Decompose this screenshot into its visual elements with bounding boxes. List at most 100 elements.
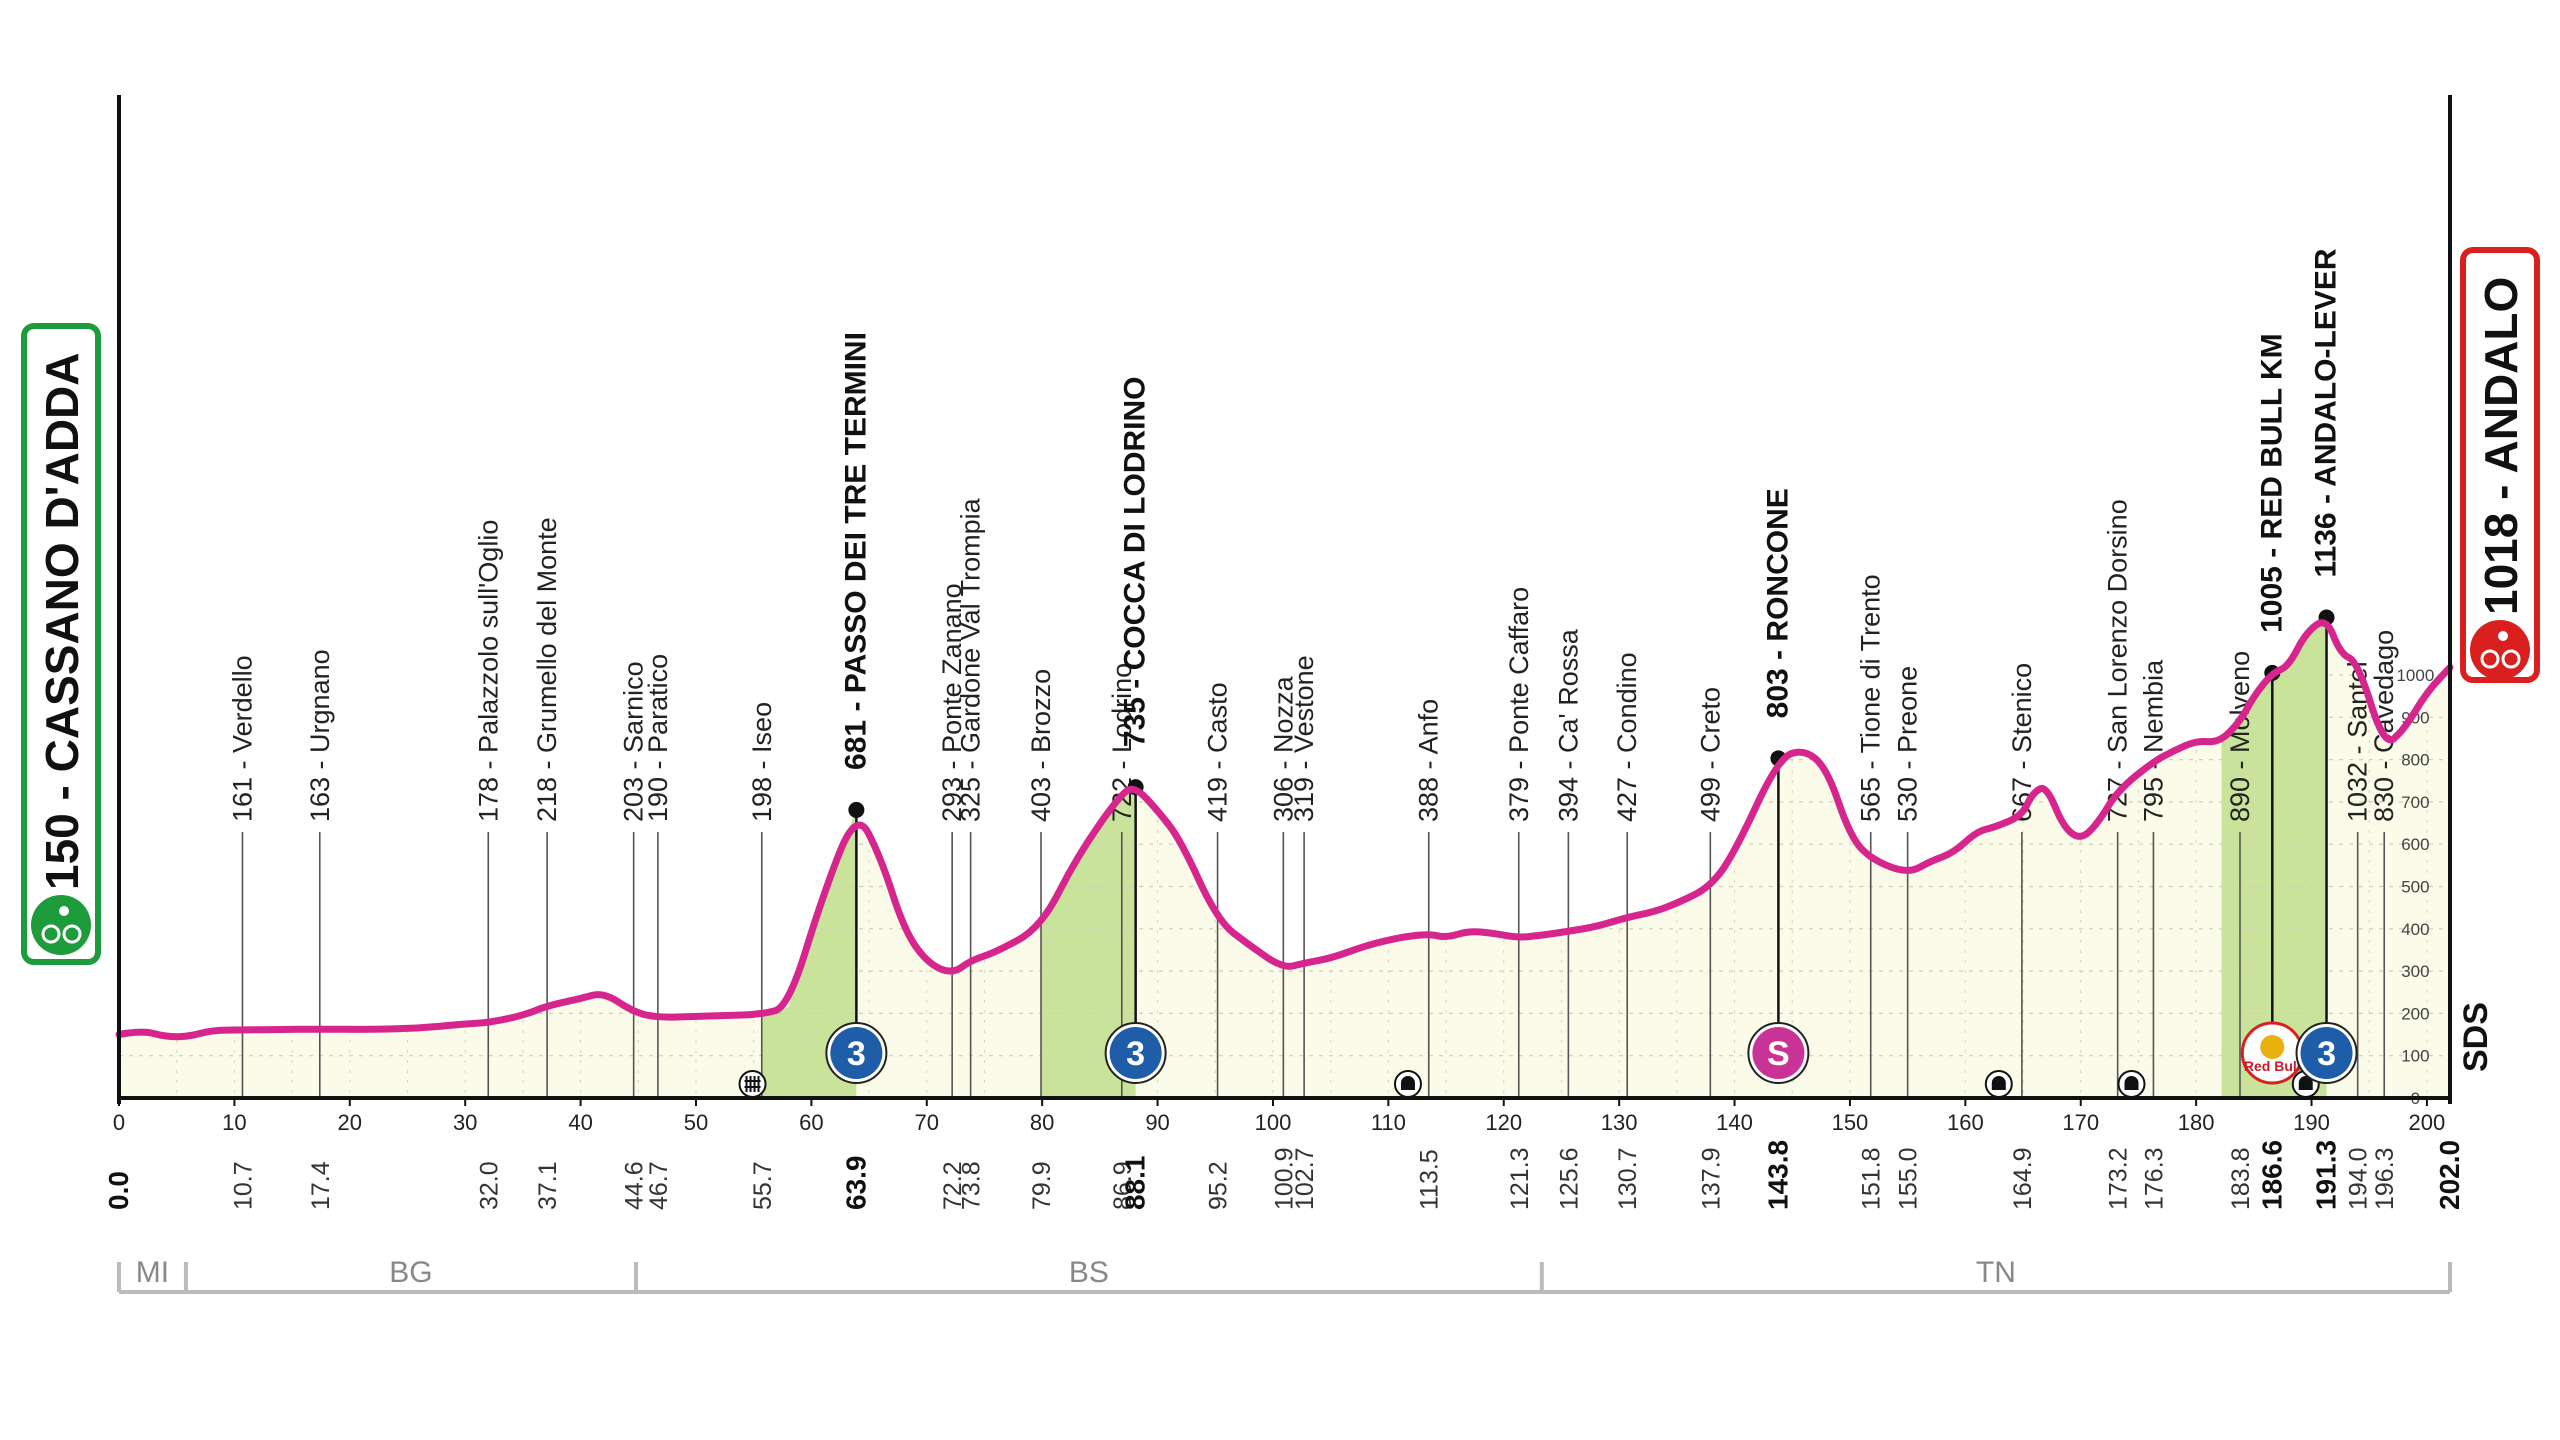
waypoint-separator: -	[1504, 753, 1534, 777]
waypoint-label: 319 - Vestone	[1289, 655, 1319, 822]
x-tick-label: 150	[1832, 1110, 1869, 1135]
waypoint-name: Condino	[1612, 652, 1642, 753]
waypoint-name: Urgnano	[305, 649, 335, 753]
km-label: 86.9	[1109, 1161, 1137, 1210]
x-tick-label: 130	[1601, 1110, 1638, 1135]
x-tick-label: 110	[1371, 1110, 1406, 1135]
km-label: 46.7	[645, 1161, 673, 1210]
waypoint-separator: -	[1612, 753, 1642, 777]
wheel-icon	[62, 924, 82, 944]
km-label: 88.1	[1120, 1156, 1151, 1211]
waypoint-separator: -	[1761, 642, 1794, 669]
tunnel-icon	[2117, 1070, 2146, 1098]
waypoint-name: Paratico	[643, 654, 673, 753]
waypoint-altitude: 190	[643, 777, 673, 822]
tunnel-shape	[2298, 1076, 2313, 1090]
cyclist-icon	[31, 895, 91, 955]
waypoint-label: 178 - Palazzolo sull'Oglio	[473, 520, 503, 822]
km-label: 121.3	[1506, 1147, 1534, 1210]
waypoint-name: Nozza	[1268, 675, 1298, 753]
kom-badge: 3	[2295, 1022, 2358, 1084]
x-tick-label: 200	[2409, 1110, 2446, 1135]
waypoint-name: Brozzo	[1026, 669, 1056, 753]
climb-areas	[761, 617, 2327, 1098]
x-tick-label: 120	[1485, 1110, 1522, 1135]
province-label: BG	[389, 1256, 432, 1289]
km-label: 164.9	[2009, 1147, 2037, 1210]
waypoint-label: 163 - Urgnano	[305, 649, 335, 822]
km-label: 137.9	[1697, 1147, 1725, 1210]
waypoint-name: ANDALO-LEVER	[2310, 248, 2343, 487]
waypoint-name: PASSO DEI TRE TERMINI	[839, 332, 872, 693]
km-label: 173.2	[2105, 1147, 2133, 1210]
waypoint-name: Iseo	[747, 702, 777, 753]
x-tick-label: 90	[1145, 1110, 1169, 1135]
km-label: 186.6	[2256, 1140, 2287, 1210]
wheel-icon	[41, 924, 61, 944]
km-labels: 0.0 10.7 17.4 32.0 37.1 44.646.7 55.7 63.9 72.27…	[103, 1140, 2465, 1210]
km-label: 202.0	[2434, 1140, 2465, 1210]
start-box	[21, 323, 101, 965]
x-tick-label: 50	[684, 1110, 708, 1135]
km-label: 102.7	[1291, 1147, 1319, 1210]
x-tick-label: 60	[799, 1110, 823, 1135]
x-tick-label: 100	[1255, 1110, 1292, 1135]
tunnel-icon	[1393, 1070, 1422, 1098]
waypoint-name: Stenico	[2007, 663, 2037, 753]
waypoint-label: 218 - Grumello del Monte	[532, 517, 562, 822]
altitude-tick-label: 400	[2401, 920, 2429, 939]
waypoint-name: Grumello del Monte	[532, 517, 562, 753]
waypoint-separator: -	[619, 753, 649, 777]
start-endpoint: 150 - CASSANO D'ADDA	[21, 323, 101, 965]
waypoint-altitude: 388	[1414, 777, 1444, 822]
waypoint-label: 293 - Ponte Zanano	[937, 583, 967, 822]
redbull-text: Red Bull	[2244, 1058, 2301, 1074]
x-tick-label: 10	[222, 1110, 246, 1135]
endpoints: 150 - CASSANO D'ADDA 1018 - ANDALO SDS	[21, 247, 2540, 1072]
altitude-tick-label: 800	[2401, 751, 2429, 770]
waypoint-dot	[848, 801, 865, 818]
waypoint-name: RED BULL KM	[2255, 333, 2288, 539]
altitude-tick-label: 200	[2401, 1004, 2429, 1023]
climb-area-1	[761, 809, 857, 1098]
waypoint-separator: -	[643, 753, 673, 777]
waypoint-name: Ponte Caffaro	[1504, 587, 1534, 753]
waypoint-label: 803 - RONCONE	[1761, 488, 1794, 718]
tunnel-shape	[1991, 1076, 2006, 1090]
waypoint-name: Preone	[1893, 666, 1923, 753]
waypoint-name: Gardone Val Trompia	[956, 497, 986, 753]
start-label: 150 - CASSANO D'ADDA	[36, 353, 88, 890]
x-tick-label: 20	[338, 1110, 362, 1135]
x-tick-label: 70	[915, 1110, 939, 1135]
waypoint-separator: -	[937, 753, 967, 777]
x-tick-label: 30	[453, 1110, 477, 1135]
waypoint-separator: -	[839, 693, 872, 720]
waypoint-separator: -	[1026, 753, 1056, 777]
badge-fill	[2300, 1027, 2353, 1079]
waypoint-label: 1005 - RED BULL KM	[2255, 333, 2288, 633]
km-label: 176.3	[2140, 1147, 2168, 1210]
waypoint-separator: -	[2369, 753, 2399, 777]
waypoint-separator: -	[1203, 753, 1233, 777]
finish-separator: -	[2475, 473, 2527, 512]
start-altitude: 150	[36, 813, 88, 890]
badge-text: S	[1767, 1035, 1790, 1073]
x-tick-label: 190	[2293, 1110, 2330, 1135]
waypoint-separator: -	[747, 753, 777, 777]
x-tick-label: 140	[1716, 1110, 1753, 1135]
tunnel-shape	[1400, 1076, 1415, 1090]
waypoint-label: 795 - Nembia	[2138, 659, 2168, 822]
finish-altitude: 1018	[2475, 513, 2527, 615]
km-label: 143.8	[1762, 1140, 1793, 1210]
waypoint-name: Ca' Rossa	[1553, 628, 1583, 753]
waypoint-altitude: 203	[619, 777, 649, 822]
km-label: 0.0	[103, 1171, 134, 1210]
waypoint-altitude: 1005	[2255, 566, 2288, 633]
waypoint-altitude: 319	[1289, 777, 1319, 822]
waypoint-label: 1136 - ANDALO-LEVER	[2310, 248, 2343, 577]
climb-area-2	[1041, 787, 1136, 1098]
waypoint-altitude: 394	[1553, 777, 1583, 822]
x-tick-label: 160	[1947, 1110, 1984, 1135]
waypoint-separator: -	[2007, 753, 2037, 777]
waypoint-name: Verdello	[227, 655, 257, 753]
